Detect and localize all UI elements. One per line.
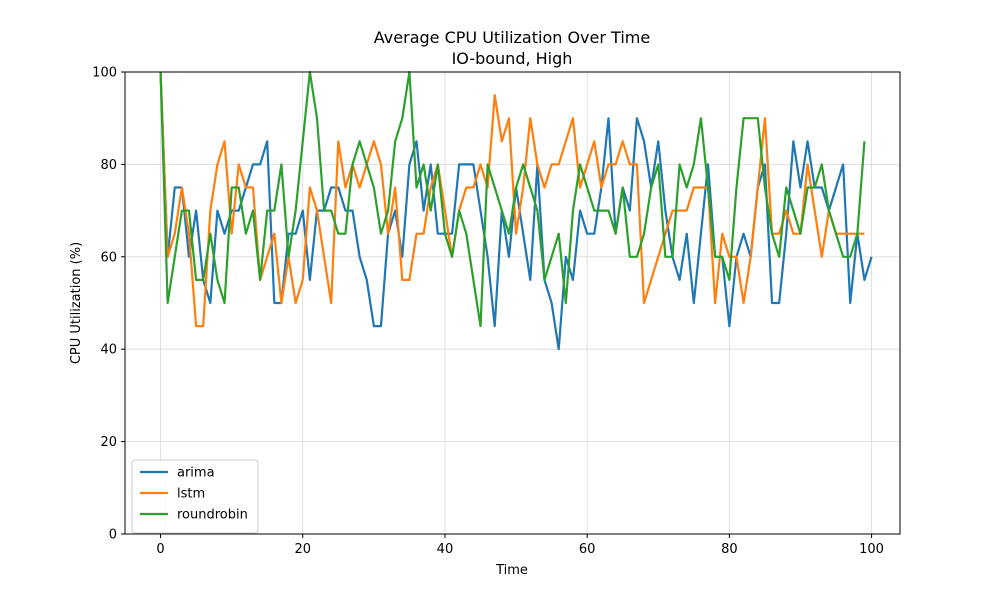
y-tick-label: 80 bbox=[100, 158, 117, 173]
x-tick-label: 40 bbox=[437, 542, 454, 557]
x-tick-label: 80 bbox=[721, 542, 738, 557]
y-tick-label: 0 bbox=[109, 528, 117, 543]
x-axis-label: Time bbox=[495, 563, 528, 578]
y-tick-label: 20 bbox=[100, 435, 117, 450]
y-tick-label: 40 bbox=[100, 343, 117, 358]
chart-title: Average CPU Utilization Over Time bbox=[374, 28, 650, 47]
y-axis-label: CPU Utilization (%) bbox=[69, 242, 84, 364]
legend-label-roundrobin: roundrobin bbox=[177, 508, 248, 523]
series-line-roundrobin bbox=[159, 70, 866, 328]
legend-label-lstm: lstm bbox=[177, 487, 205, 502]
y-tick-label: 60 bbox=[100, 250, 117, 265]
series-lines bbox=[159, 70, 873, 351]
legend-label-arima: arima bbox=[177, 466, 215, 481]
axes: 0 20 40 60 80 100 0 20 40 60 80 100 bbox=[92, 66, 901, 557]
x-tick-label: 0 bbox=[156, 542, 164, 557]
chart-subtitle: IO-bound, High bbox=[452, 49, 573, 68]
y-tick-label: 100 bbox=[92, 66, 117, 81]
x-tick-label: 20 bbox=[294, 542, 311, 557]
legend: arima lstm roundrobin bbox=[131, 459, 259, 534]
x-tick-label: 100 bbox=[859, 542, 884, 557]
series-line-lstm bbox=[159, 71, 865, 328]
plot-frame bbox=[124, 71, 901, 535]
x-tick-label: 60 bbox=[579, 542, 596, 557]
